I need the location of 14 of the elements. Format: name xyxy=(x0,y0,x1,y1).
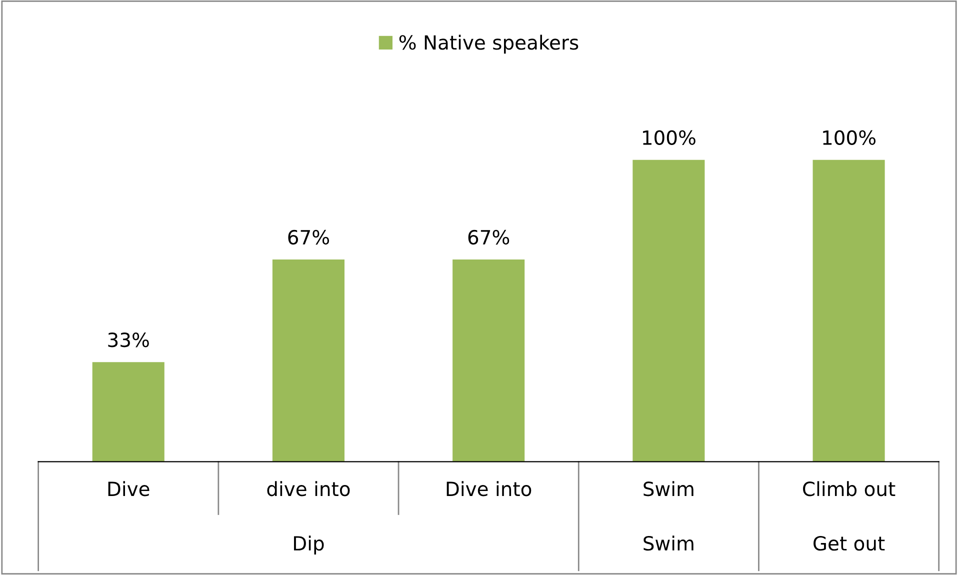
x-tick-label: Dive xyxy=(108,481,150,496)
x-tick-label: Climb out xyxy=(803,481,896,496)
data-label: 100% xyxy=(643,130,696,145)
x-tick-label: Swim xyxy=(644,481,694,496)
x-tick-label: Dive into xyxy=(446,481,532,496)
text: Dip xyxy=(294,536,324,554)
text: Get out xyxy=(814,536,885,551)
data-label: 33% xyxy=(108,332,149,348)
text: Swim xyxy=(644,536,694,551)
data-label: 67% xyxy=(288,230,330,245)
legend-label: % Native speakers xyxy=(399,34,578,54)
data-label: 67% xyxy=(468,230,510,245)
data-label: 100% xyxy=(823,130,876,145)
x-tick-label: dive into xyxy=(267,481,350,496)
